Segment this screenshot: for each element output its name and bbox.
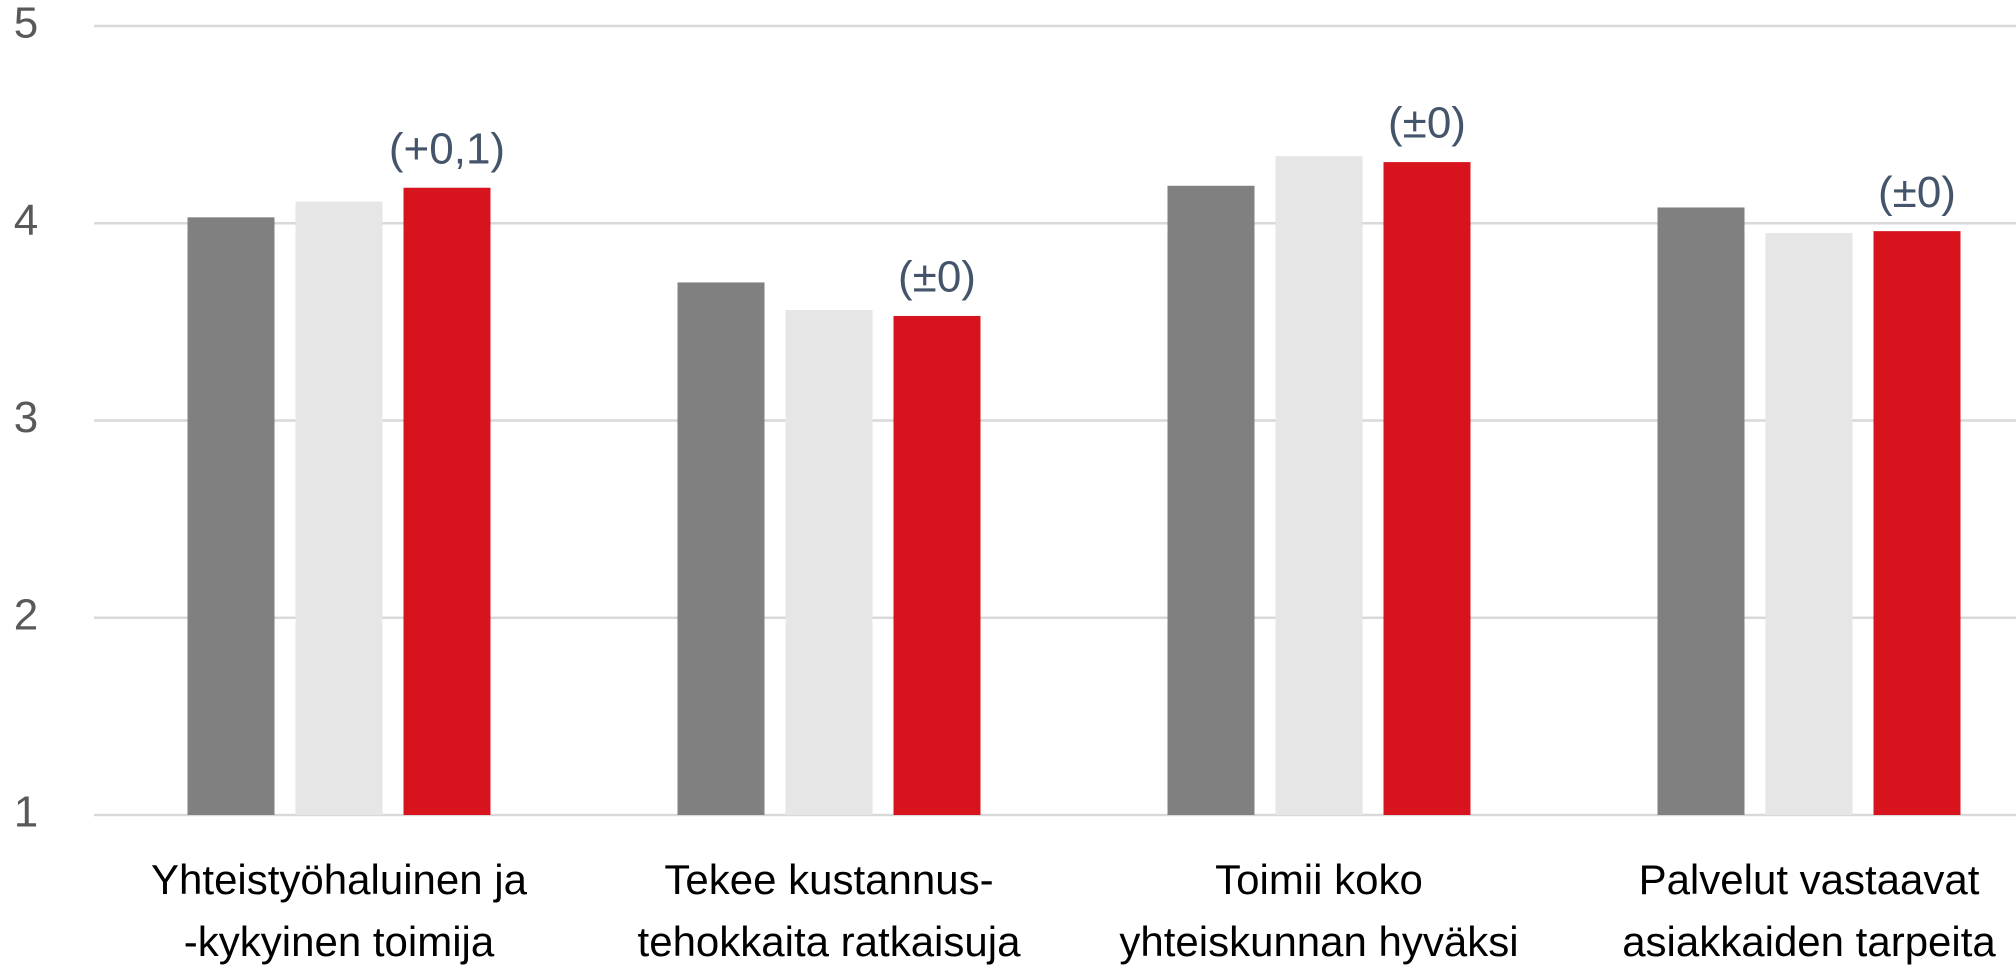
bar bbox=[403, 187, 491, 815]
x-tick-label: yhteiskunnan hyväksi bbox=[1119, 918, 1518, 965]
x-tick-label: Palvelut vastaavat bbox=[1639, 856, 1980, 903]
x-tick-label: asiakkaiden tarpeita bbox=[1622, 918, 1996, 965]
bar bbox=[1657, 207, 1745, 816]
y-tick-label: 1 bbox=[14, 788, 38, 837]
bar bbox=[1873, 231, 1961, 815]
bar bbox=[785, 310, 873, 815]
bar bbox=[677, 282, 765, 815]
x-tick-label: tehokkaita ratkaisuja bbox=[638, 918, 1022, 965]
y-tick-label: 5 bbox=[14, 0, 38, 48]
x-tick-label: Yhteistyöhaluinen ja bbox=[151, 856, 528, 903]
y-tick-label: 4 bbox=[14, 196, 38, 245]
bar bbox=[1765, 233, 1853, 816]
x-tick-label: Toimii koko bbox=[1215, 856, 1423, 903]
x-tick-label: -kykyinen toimija bbox=[184, 918, 495, 965]
bar bbox=[295, 201, 383, 816]
bar bbox=[1383, 162, 1471, 816]
bar bbox=[893, 315, 981, 815]
y-tick-label: 3 bbox=[14, 393, 38, 442]
annotation: (+0,1) bbox=[389, 124, 505, 173]
bar bbox=[187, 217, 275, 815]
bar bbox=[1275, 156, 1363, 815]
annotation: (±0) bbox=[898, 253, 976, 302]
y-tick-label: 2 bbox=[14, 590, 38, 639]
bar bbox=[1167, 185, 1255, 815]
x-tick-label: Tekee kustannus- bbox=[664, 856, 993, 903]
annotation: (±0) bbox=[1388, 99, 1466, 148]
annotation: (±0) bbox=[1878, 168, 1956, 217]
